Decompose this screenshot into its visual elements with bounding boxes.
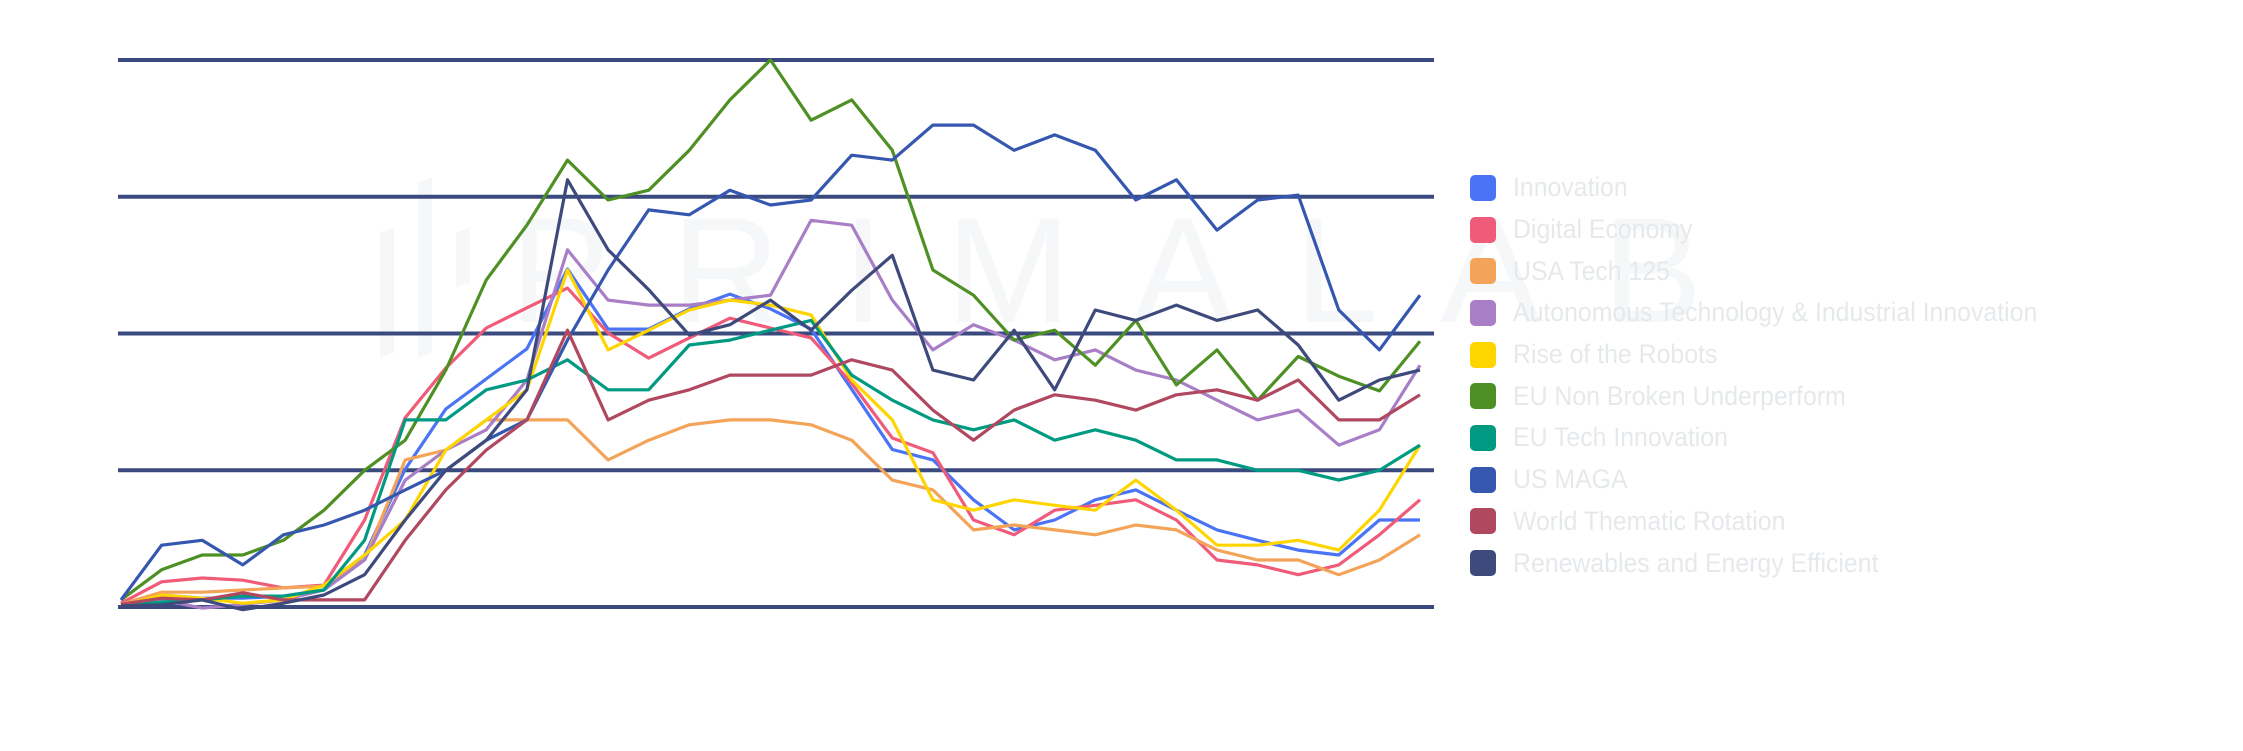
series-line-us-maga[interactable] bbox=[119, 123, 1422, 601]
legend-label: Autonomous Technology & Industrial Innov… bbox=[1513, 297, 2038, 328]
legend-label: EU Tech Innovation bbox=[1513, 422, 1728, 453]
legend-label: Innovation bbox=[1513, 172, 1628, 203]
series-line-digital-economy[interactable] bbox=[120, 286, 1422, 605]
legend-label: EU Non Broken Underperform bbox=[1513, 380, 1846, 411]
legend-item[interactable]: EU Tech Innovation bbox=[1470, 417, 2083, 459]
legend-item[interactable]: US MAGA bbox=[1470, 459, 2083, 501]
legend-item[interactable]: Digital Economy bbox=[1470, 209, 2083, 251]
legend-swatch bbox=[1470, 550, 1496, 577]
series-line-eu-non-broken-underperform[interactable] bbox=[120, 58, 1422, 602]
legend-label: US MAGA bbox=[1513, 464, 1628, 495]
legend-swatch bbox=[1470, 299, 1496, 326]
series-lines bbox=[119, 58, 1422, 612]
legend-item[interactable]: Renewables and Energy Efficient bbox=[1470, 542, 2083, 584]
gridlines bbox=[118, 58, 1434, 609]
legend-swatch bbox=[1470, 424, 1496, 451]
legend-item[interactable]: USA Tech 125 bbox=[1470, 250, 2083, 292]
legend-item[interactable]: Rise of the Robots bbox=[1470, 334, 2083, 376]
legend-label: Renewables and Energy Efficient bbox=[1513, 547, 1879, 578]
legend-swatch bbox=[1470, 216, 1496, 243]
series-line-renewables-and-energy-efficient[interactable] bbox=[120, 178, 1421, 612]
legend-swatch bbox=[1470, 383, 1496, 410]
legend-item[interactable]: EU Non Broken Underperform bbox=[1470, 375, 2083, 417]
legend-item[interactable]: World Thematic Rotation bbox=[1470, 501, 2083, 543]
series-line-usa-tech-125[interactable] bbox=[120, 418, 1421, 606]
series-line-autonomous-technology-industrial-innovation[interactable] bbox=[120, 218, 1422, 610]
legend-item[interactable]: Innovation bbox=[1470, 167, 2083, 209]
legend-item[interactable]: Autonomous Technology & Industrial Innov… bbox=[1470, 292, 2083, 334]
legend-label: Rise of the Robots bbox=[1513, 339, 1718, 370]
legend-label: Digital Economy bbox=[1513, 214, 1693, 245]
legend-swatch bbox=[1470, 174, 1496, 201]
legend-swatch bbox=[1470, 341, 1496, 368]
legend-label: World Thematic Rotation bbox=[1513, 505, 1786, 536]
series-line-rise-of-the-robots[interactable] bbox=[120, 268, 1422, 608]
series-line-world-thematic-rotation[interactable] bbox=[120, 328, 1421, 606]
legend: Innovation Digital Economy USA Tech 125 Aut… bbox=[1470, 167, 2083, 584]
legend-swatch bbox=[1470, 508, 1496, 535]
legend-swatch bbox=[1470, 466, 1496, 493]
legend-label: USA Tech 125 bbox=[1513, 255, 1670, 286]
series-line-eu-tech-innovation[interactable] bbox=[120, 318, 1421, 608]
legend-swatch bbox=[1470, 258, 1496, 285]
